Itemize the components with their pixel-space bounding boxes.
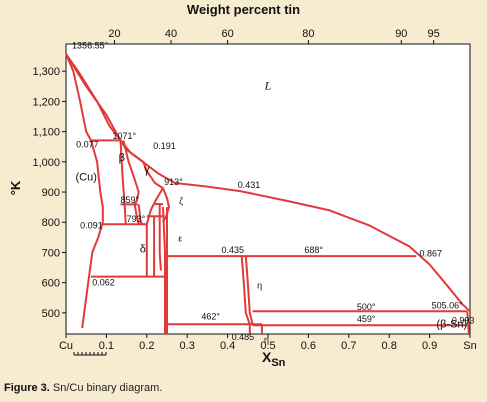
value-annotation: 913° [164,177,183,187]
y-tick-label: 900 [42,187,60,199]
value-annotation: 462° [201,312,220,322]
value-annotation: ζ [179,196,183,206]
x-tick-label: 0.8 [382,340,397,352]
region-label: L [264,78,272,92]
value-annotation: 0.077 [76,139,99,149]
phase-boundary-21 [162,207,166,334]
phase-boundary-9 [123,204,127,225]
y-tick-label: 1,200 [32,96,60,108]
y-axis: 500 600 700 800 900 1,000 1,100 1,200 1,300 [32,66,66,320]
value-annotation: 505.06° [432,300,464,310]
plot-area [65,43,471,335]
top-tick-label: 90 [395,28,407,40]
phase-boundary-14 [162,187,170,223]
y-tick-label: 600 [42,278,60,290]
phase-boundary-3 [65,53,92,141]
phase-boundary-11 [133,204,140,225]
phase-boundary-20 [158,204,162,271]
y-tick-label: 800 [42,217,60,229]
x-tick-label: 0.2 [139,340,154,352]
x-tick-label: 0.7 [341,340,356,352]
annotations: 1356.55° 1071° 0.191 0.077 913° 0.431 859° 793°… [72,41,474,346]
top-tick-label: 20 [108,28,120,40]
value-annotation: η [257,281,262,291]
top-tick-label: 60 [221,28,233,40]
value-annotation: 1356.55° [72,41,109,51]
top-tick-label: 95 [428,28,440,40]
top-axis: 20 40 60 80 90 95 [108,28,440,44]
x-tick-label: Sn [463,340,476,352]
caption-label: Figure 3. [4,382,50,394]
chart-title: Weight percent tin [186,2,301,17]
phase-boundary-25 [244,256,254,325]
x-tick-label: 0.3 [180,340,195,352]
value-annotation: 0.485 [232,332,255,342]
value-annotation: 793° [127,214,146,224]
region-label: β [119,152,125,164]
caption-text: Sn/Cu binary diagram. [52,382,163,394]
value-annotation: 0.431 [238,180,261,190]
x-tick-label: 0.1 [99,340,114,352]
region-label: (Cu) [76,172,97,184]
phase-boundary-24 [240,256,251,334]
value-annotation: η [264,335,269,345]
figure-caption: Figure 3. Sn/Cu binary diagram. [4,382,162,394]
value-annotation: 1071° [112,131,136,141]
y-axis-label: °K [8,180,23,195]
top-tick-label: 40 [165,28,177,40]
phase-boundary-6 [119,140,126,205]
value-annotation: 500° [357,302,376,312]
x-tick-label: 0.5 [260,340,275,352]
value-annotation: 0.867 [420,248,443,258]
value-annotation: 459° [357,314,376,324]
x-tick-label: Cu [59,340,73,352]
value-annotation: 0.435 [222,245,245,255]
phase-curves [65,53,471,335]
x-axis-label-subscript: Sn [271,357,285,369]
x-axis: Cu 0.1 0.2 0.3 0.4 0.5 0.6 0.7 0.8 0.9 Sn [59,334,477,352]
region-labels: L (Cu) β γ δ (β-Sn) [76,78,468,330]
x-tick-label: 0.4 [220,340,235,352]
phase-boundary-7 [122,140,140,206]
x-axis-label: XSn [262,349,286,369]
region-label: γ [144,164,150,176]
phase-boundary-1 [65,53,471,313]
value-annotation: 859° [121,195,140,205]
value-annotation: 0.091 [80,220,103,230]
y-tick-label: 700 [42,247,60,259]
value-annotation: ε [178,233,182,243]
value-annotation: 0.062 [92,278,115,288]
phase-boundary-5 [81,140,104,329]
value-annotation: 0.993 [452,315,475,325]
y-tick-label: 1,100 [32,127,60,139]
y-tick-label: 1,000 [32,157,60,169]
y-tick-label: 500 [42,308,60,320]
phase-boundary-12 [137,204,144,226]
region-label: (β-Sn) [436,318,467,330]
region-label: δ [140,243,146,255]
phase-boundary-29 [466,311,470,335]
y-tick-label: 1,300 [32,66,60,78]
value-annotation: 0.191 [153,141,176,151]
value-annotation: 688° [304,245,323,255]
x-tick-label: 0.6 [301,340,316,352]
top-tick-label: 80 [302,28,314,40]
x-tick-label: 0.9 [422,340,437,352]
scale-bar [73,352,107,356]
